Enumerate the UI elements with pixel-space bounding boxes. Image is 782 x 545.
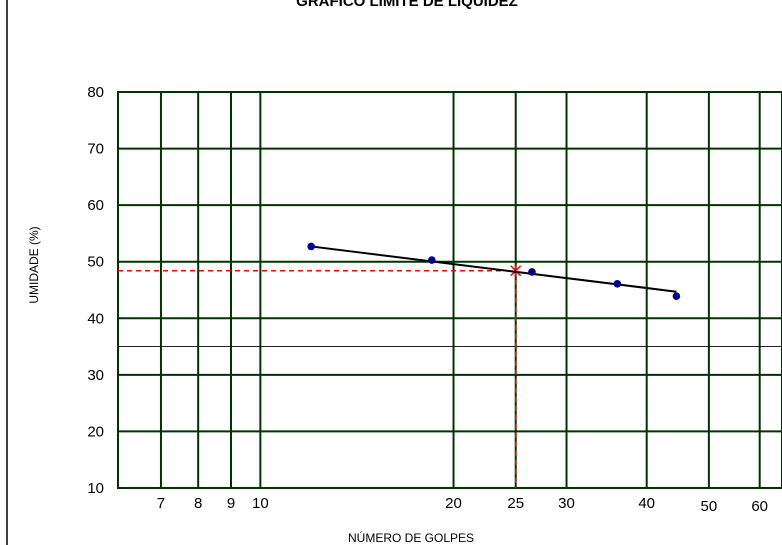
x-tick-label: 60 bbox=[751, 498, 768, 515]
grid bbox=[117, 91, 782, 489]
x-tick-label: 10 bbox=[252, 495, 269, 512]
y-tick-label: 50 bbox=[87, 254, 104, 271]
trendline-line bbox=[311, 245, 677, 293]
y-tick-label: 60 bbox=[87, 197, 104, 214]
data-point bbox=[428, 256, 436, 264]
x-tick-label: 7 bbox=[157, 495, 165, 512]
y-tick-labels: 10 20 30 40 50 60 70 80 bbox=[87, 84, 104, 497]
y-tick-label: 40 bbox=[87, 310, 104, 327]
data-points bbox=[307, 242, 681, 301]
x-tick-label: 40 bbox=[638, 495, 655, 512]
chart-title: GRÁFICO LIMITE DE LIQUIDEZ bbox=[296, 0, 518, 10]
x-tick-label: 30 bbox=[558, 495, 575, 512]
reference-lines bbox=[118, 264, 522, 488]
y-tick-label: 30 bbox=[87, 367, 104, 384]
x-tick-label: 9 bbox=[227, 495, 235, 512]
data-point bbox=[528, 268, 536, 276]
data-point bbox=[307, 242, 315, 251]
data-point bbox=[613, 279, 622, 288]
y-axis-label: UMIDADE (%) bbox=[27, 226, 41, 303]
x-tick-label: 50 bbox=[701, 498, 718, 515]
plot-area-border bbox=[117, 91, 782, 489]
x-tick-label: 25 bbox=[507, 495, 524, 512]
trendline bbox=[311, 245, 677, 293]
y-tick-label: 70 bbox=[87, 141, 104, 158]
x-tick-label: 8 bbox=[194, 495, 202, 512]
x-axis-label: NÚMERO DE GOLPES bbox=[348, 530, 474, 545]
y-tick-label: 20 bbox=[87, 423, 104, 440]
data-point bbox=[672, 292, 681, 301]
y-tick-label: 80 bbox=[87, 84, 104, 101]
x-tick-label: 20 bbox=[445, 495, 462, 512]
y-tick-label: 10 bbox=[87, 480, 104, 497]
x-tick-labels: 7 8 9 10 20 25 30 40 50 60 bbox=[157, 495, 768, 515]
